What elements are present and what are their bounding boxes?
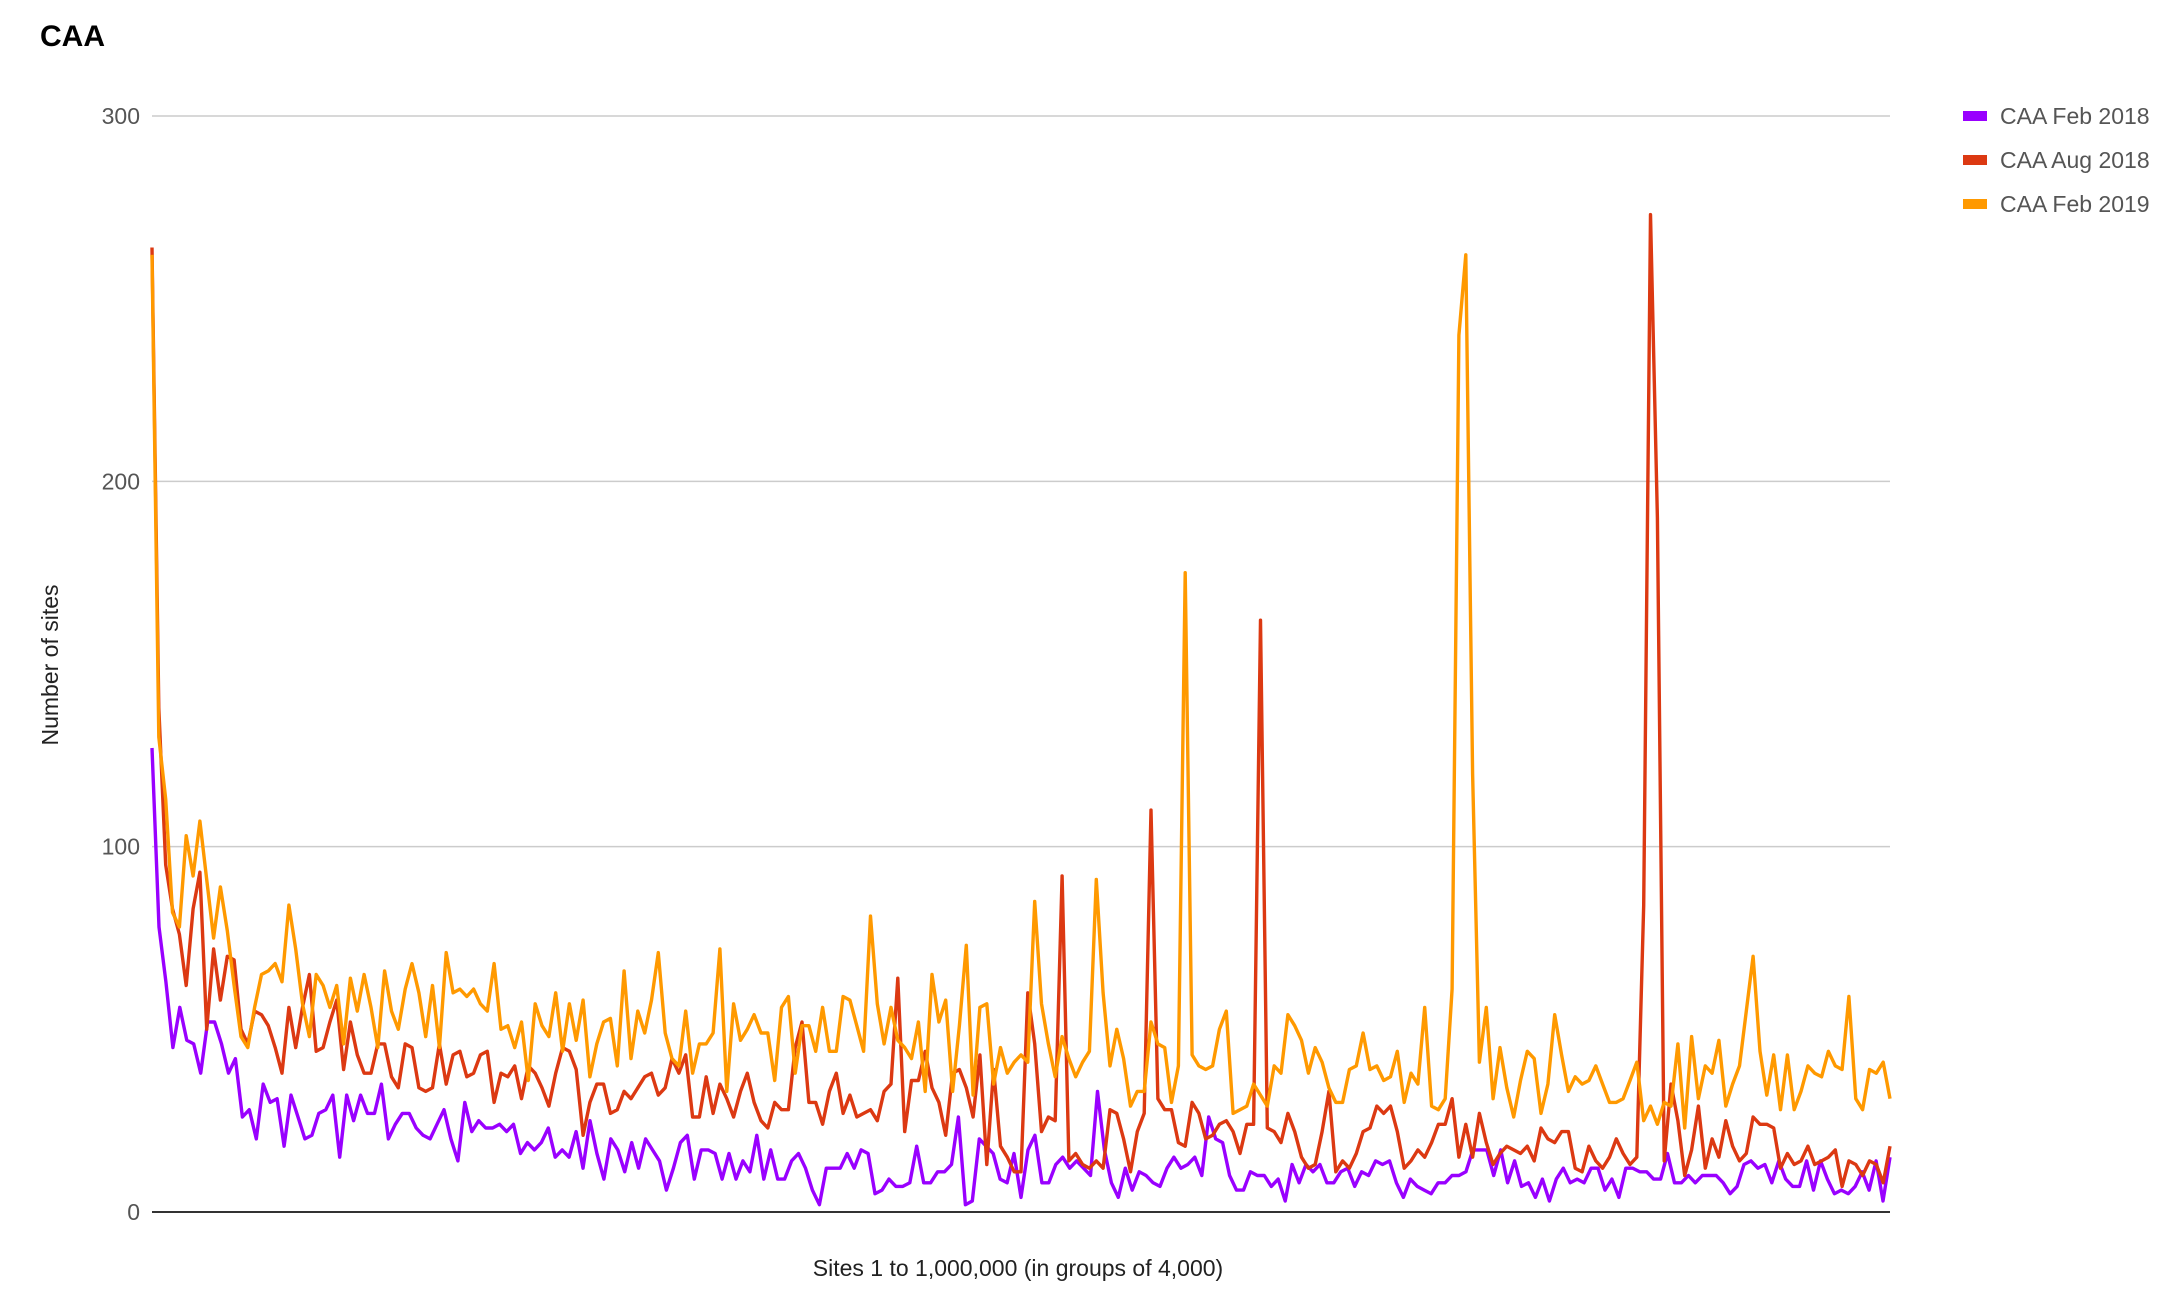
legend-swatch	[1963, 155, 1987, 165]
y-tick-label: 100	[102, 834, 140, 860]
legend-swatch	[1963, 111, 1987, 121]
y-tick-label: 300	[102, 103, 140, 129]
y-tick-label: 200	[102, 468, 140, 494]
series-line-caa-aug-2018	[150, 212, 1892, 1189]
series-line-caa-feb-2018	[150, 747, 1892, 1207]
legend-label: CAA Aug 2018	[2000, 147, 2150, 173]
y-axis-title: Number of sites	[37, 584, 63, 745]
axes: 0 100 200 300	[102, 103, 1890, 1225]
y-tick-label: 0	[127, 1199, 140, 1225]
legend: CAA Feb 2018 CAA Aug 2018 CAA Feb 2019	[1963, 103, 2150, 217]
x-axis-title: Sites 1 to 1,000,000 (in groups of 4,000…	[813, 1255, 1223, 1281]
series-lines	[150, 212, 1892, 1207]
gridlines	[152, 115, 1890, 848]
legend-label: CAA Feb 2019	[2000, 191, 2150, 217]
legend-label: CAA Feb 2018	[2000, 103, 2150, 129]
series-line-caa-feb-2019	[150, 253, 1892, 1130]
chart-title: CAA	[40, 20, 105, 53]
legend-swatch	[1963, 199, 1987, 209]
